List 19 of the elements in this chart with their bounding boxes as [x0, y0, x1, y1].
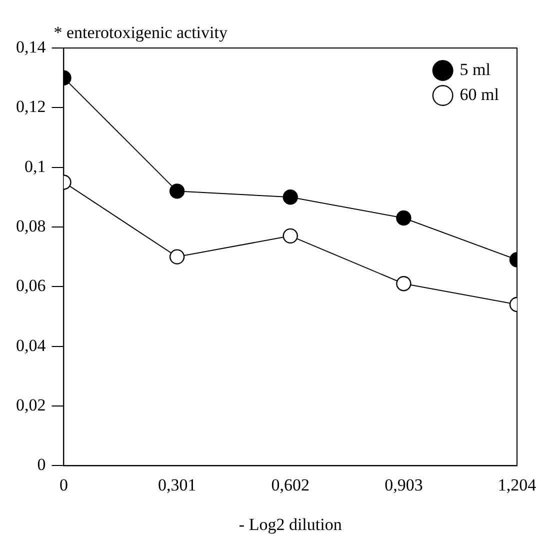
y-tick-label: 0,08 — [16, 216, 46, 236]
x-tick-label: 1,204 — [498, 475, 537, 494]
x-tick-label: 0,602 — [271, 475, 310, 494]
y-tick-label: 0,04 — [16, 336, 46, 355]
y-tick-label: 0,1 — [24, 156, 46, 176]
point — [282, 190, 298, 205]
y-tick-label: 0 — [37, 455, 46, 474]
y-tick-label: 0,14 — [16, 37, 46, 56]
legend-label: 5 ml — [460, 60, 491, 79]
y-tick-label: 0,02 — [16, 395, 46, 414]
legend-label: 60 ml — [460, 84, 500, 104]
point — [282, 228, 298, 244]
x-tick-label: 0 — [60, 475, 68, 494]
y-tick-label: 0,12 — [16, 97, 46, 116]
y-axis-title: * enterotoxigenic activity — [54, 22, 228, 42]
x-tick-label: 0,301 — [158, 475, 196, 494]
x-axis-title: - Log2 dilution — [238, 514, 342, 534]
y-tick-label: 0,06 — [16, 276, 46, 296]
x-tick-label: 0,903 — [384, 475, 423, 494]
